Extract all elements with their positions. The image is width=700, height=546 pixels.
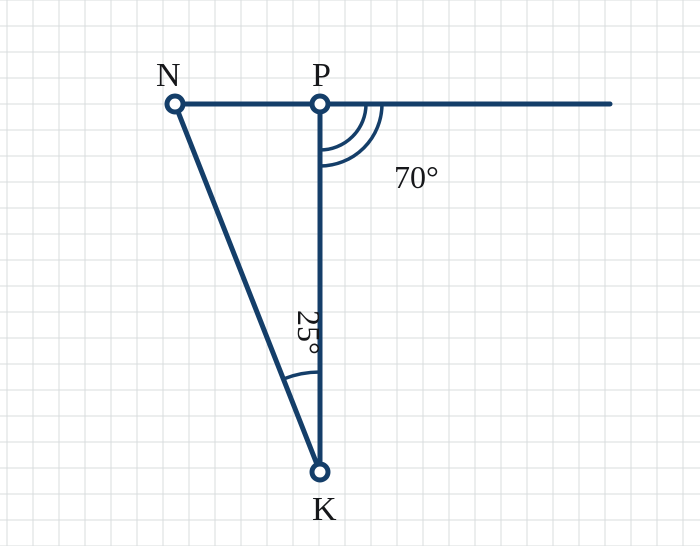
point-K (312, 464, 328, 480)
label-angle-at_K: 25° (291, 310, 327, 355)
label-angle-at_P: 70° (394, 159, 439, 195)
geometry-lines (175, 104, 610, 472)
point-P (312, 96, 328, 112)
labels: N P K 70° 25° (156, 57, 439, 528)
point-N (167, 96, 183, 112)
label-point-K: K (312, 491, 337, 528)
grid (0, 0, 700, 546)
label-point-N: N (156, 57, 181, 94)
label-point-P: P (312, 57, 331, 94)
